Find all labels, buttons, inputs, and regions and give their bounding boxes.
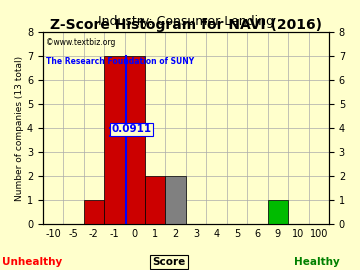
Bar xyxy=(104,56,145,224)
Title: Z-Score Histogram for NAVI (2016): Z-Score Histogram for NAVI (2016) xyxy=(50,18,322,32)
Bar xyxy=(268,200,288,224)
Text: Unhealthy: Unhealthy xyxy=(2,257,63,267)
Text: Industry: Consumer Lending: Industry: Consumer Lending xyxy=(98,15,274,28)
Y-axis label: Number of companies (13 total): Number of companies (13 total) xyxy=(15,56,24,201)
Text: ©www.textbiz.org: ©www.textbiz.org xyxy=(46,38,115,47)
Bar xyxy=(84,200,104,224)
Text: The Research Foundation of SUNY: The Research Foundation of SUNY xyxy=(46,57,194,66)
Text: 0.0911: 0.0911 xyxy=(111,124,151,134)
Text: Healthy: Healthy xyxy=(294,257,340,267)
Bar xyxy=(145,176,166,224)
Bar xyxy=(166,176,186,224)
Text: Score: Score xyxy=(153,257,186,267)
